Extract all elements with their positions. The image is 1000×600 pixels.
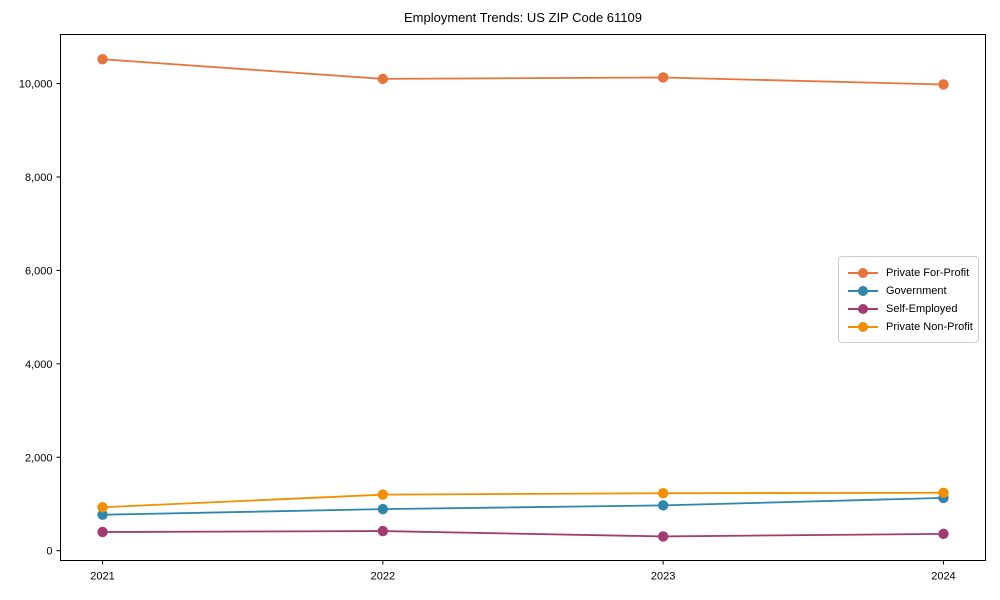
data-point-private-for-profit-2024 (938, 79, 949, 90)
data-point-government-2021 (97, 509, 108, 520)
x-tick-label: 2021 (90, 571, 114, 583)
series-line-private-non-profit (101, 491, 945, 509)
data-point-self-employed-2024 (938, 528, 949, 540)
y-tick-label: 10,000 (19, 79, 53, 91)
plot-box (60, 34, 986, 561)
x-tick-label: 2024 (931, 571, 955, 583)
legend-label: Government (886, 284, 947, 297)
y-tick-label: 4,000 (25, 359, 53, 371)
y-tick-label: 8,000 (25, 172, 53, 184)
y-tick-label: 6,000 (25, 265, 53, 277)
legend-label: Private For-Profit (886, 266, 970, 279)
y-tick-label: 2,000 (25, 452, 53, 464)
data-point-private-non-profit-2021 (97, 502, 108, 513)
legend-line-marker-swatch (848, 303, 878, 315)
data-point-private-for-profit-2023 (657, 72, 669, 83)
series-line-self-employed (101, 530, 945, 538)
legend-item-private-non-profit: Private Non-Profit (848, 319, 973, 336)
data-point-private-non-profit-2022 (377, 489, 389, 500)
legend-item-government: Government (848, 282, 970, 299)
legend-item-private-for-profit: Private For-Profit (848, 264, 970, 281)
legend-label: Self-Employed (886, 303, 958, 316)
legend-line-marker-swatch (848, 321, 878, 333)
x-tick-label: 2022 (371, 571, 395, 583)
series-line-private-for-profit (101, 58, 945, 86)
legend-line-marker-swatch (848, 267, 878, 279)
data-point-private-for-profit-2021 (97, 54, 108, 65)
legend-item-self-employed: Self-Employed (848, 301, 970, 318)
x-tick-label: 2023 (651, 571, 675, 583)
data-point-self-employed-2022 (377, 525, 389, 537)
data-point-self-employed-2023 (657, 531, 669, 542)
data-point-self-employed-2021 (97, 526, 108, 538)
data-point-private-non-profit-2023 (657, 488, 669, 499)
legend-label: Private Non-Profit (886, 321, 973, 334)
y-tick-label: 0 (46, 546, 52, 558)
data-point-private-for-profit-2022 (377, 73, 389, 85)
data-point-government-2022 (377, 503, 389, 515)
chart-title: Employment Trends: US ZIP Code 61109 (404, 10, 642, 25)
data-point-private-non-profit-2024 (938, 487, 949, 498)
legend-line-marker-swatch (848, 285, 878, 297)
legend: Private For-Profit Government Self-Emplo… (838, 256, 979, 343)
series-line-government (101, 497, 945, 516)
data-point-government-2023 (657, 500, 669, 511)
